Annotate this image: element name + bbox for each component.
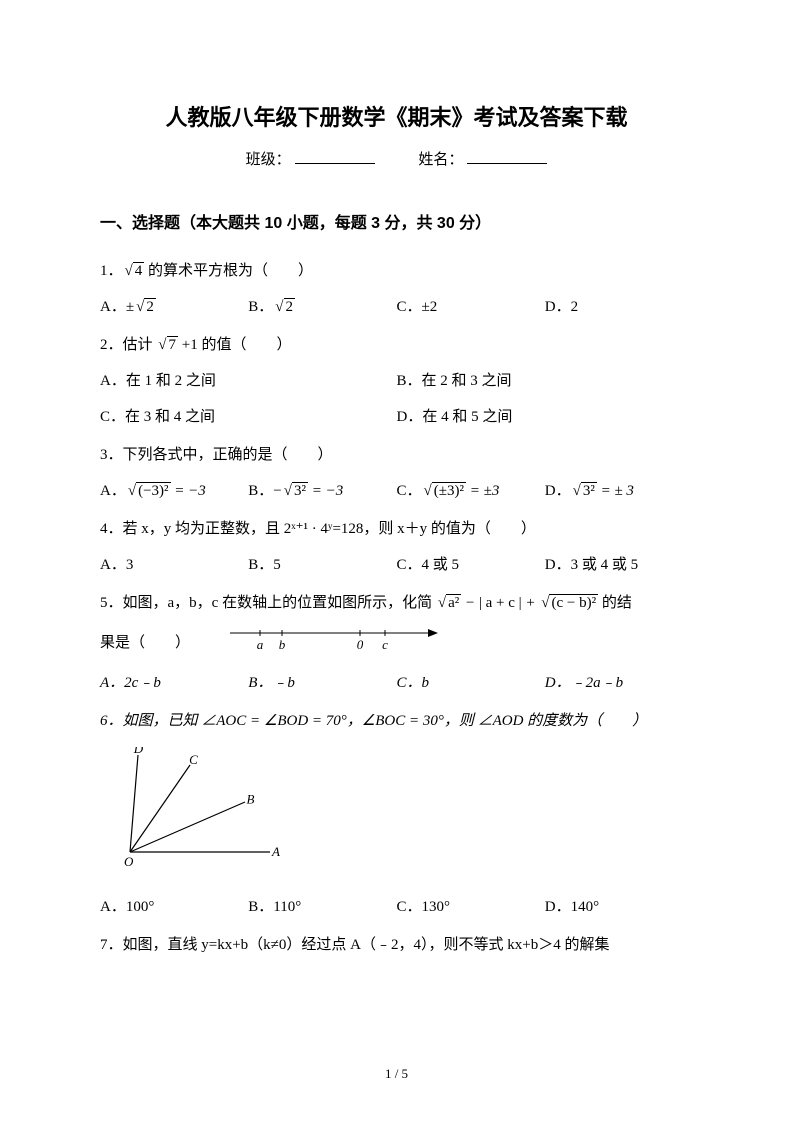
q4-stem: 4．若 x，y 均为正整数，且 2ˣ⁺¹ · 4ʸ=128，则 x＋y 的值为（… — [100, 511, 693, 547]
header-info: 班级： 姓名： — [100, 148, 693, 169]
q1-a-rad: 2 — [144, 298, 156, 315]
class-blank — [295, 163, 375, 164]
q2-sqrt: 7 — [156, 327, 178, 363]
q3-b-pre: B．− — [248, 483, 281, 499]
q1-b-sqrt: 2 — [273, 289, 295, 325]
q3-opt-c: C． (±3)² = ±3 — [397, 473, 545, 509]
q3-a-rad: (−3)² — [136, 482, 170, 499]
q5-numberline: a b 0 c — [220, 621, 440, 665]
q1-stem-pre: 1． — [100, 263, 123, 279]
svg-text:C: C — [189, 752, 198, 767]
q5-rad1-v: a² — [446, 594, 461, 611]
q2-opt-a: A．在 1 和 2 之间 — [100, 363, 397, 399]
question-3: 3．下列各式中，正确的是（ ） A．(−3)² = −3 B．−3² = −3 … — [100, 437, 693, 509]
q5-stem-pre: 5．如图，a，b，c 在数轴上的位置如图所示，化简 — [100, 595, 436, 611]
q5-rad1: a² — [436, 585, 461, 621]
q1-a-sqrt: 2 — [134, 289, 156, 325]
svg-text:a: a — [257, 637, 264, 651]
q2-sqrt-rad: 7 — [167, 336, 179, 353]
svg-text:c: c — [382, 637, 388, 651]
q3-b-sqrt: 3² — [282, 473, 308, 509]
q5-stem-post: 的结 — [598, 595, 632, 611]
question-1: 1． 4 的算术平方根为（ ） A．± 2 B． 2 C．±2 D．2 — [100, 253, 693, 325]
q3-opt-a: A． (−3)² = −3 — [100, 473, 248, 509]
q2-opt-d: D．在 4 和 5 之间 — [397, 399, 694, 435]
svg-text:0: 0 — [357, 637, 364, 651]
q3-d-post: = ± 3 — [597, 483, 634, 499]
q3-b-post: = −3 — [308, 483, 343, 499]
question-5: 5．如图，a，b，c 在数轴上的位置如图所示，化简 a² − | a + c |… — [100, 585, 693, 701]
q6-opt-d: D．140° — [545, 889, 693, 925]
question-7: 7．如图，直线 y=kx+b（k≠0）经过点 A（﹣2，4），则不等式 kx+b… — [100, 927, 693, 963]
q6-figure: A B C D O — [100, 747, 693, 881]
q5-line2: 果是（ ） — [100, 625, 190, 661]
q3-a-post: = −3 — [171, 483, 206, 499]
q2-stem-post: +1 的值（ ） — [178, 337, 291, 353]
q1-b-rad: 2 — [284, 298, 296, 315]
q5-rad2-v: (c − b)² — [549, 594, 598, 611]
q5-opt-b: B．﹣b — [248, 665, 396, 701]
q5-mid1: − — [461, 595, 479, 611]
q5-opt-c: C．b — [397, 665, 545, 701]
q1-stem-post: 的算术平方根为（ ） — [144, 263, 313, 279]
q2-stem-pre: 2．估计 — [100, 337, 156, 353]
q4-opt-b: B．5 — [248, 547, 396, 583]
q3-opt-b: B．− 3² = −3 — [248, 473, 396, 509]
q5-opt-d: D．﹣2a﹣b — [545, 665, 693, 701]
q3-c-rad: (±3)² — [432, 482, 466, 499]
q4-opt-c: C．4 或 5 — [397, 547, 545, 583]
svg-text:b: b — [279, 637, 286, 651]
q2-opt-c: C．在 3 和 4 之间 — [100, 399, 397, 435]
q5-abs: | a + c | — [479, 595, 522, 611]
q3-c-pre: C． — [397, 483, 422, 499]
q3-a-pre: A． — [100, 483, 126, 499]
q5-mid2: + — [522, 595, 540, 611]
q6-opt-b: B．110° — [248, 889, 396, 925]
q1-opt-b: B． 2 — [248, 289, 396, 325]
q4-opt-d: D．3 或 4 或 5 — [545, 547, 693, 583]
q3-c-sqrt: (±3)² — [422, 473, 466, 509]
page-title: 人教版八年级下册数学《期末》考试及答案下载 — [100, 100, 693, 132]
svg-text:B: B — [247, 792, 255, 807]
q4-opt-a: A．3 — [100, 547, 248, 583]
section-1-heading: 一、选择题（本大题共 10 小题，每题 3 分，共 30 分） — [100, 209, 693, 233]
q1-sqrt-rad: 4 — [133, 262, 145, 279]
q1-opt-a: A．± 2 — [100, 289, 248, 325]
q1-a-pre: A．± — [100, 299, 134, 315]
class-label: 班级： — [246, 152, 291, 168]
question-6: 6．如图，已知 ∠AOC = ∠BOD = 70°，∠BOC = 30°，则 ∠… — [100, 703, 693, 925]
q7-stem: 7．如图，直线 y=kx+b（k≠0）经过点 A（﹣2，4），则不等式 kx+b… — [100, 927, 693, 963]
question-4: 4．若 x，y 均为正整数，且 2ˣ⁺¹ · 4ʸ=128，则 x＋y 的值为（… — [100, 511, 693, 583]
name-label: 姓名： — [418, 152, 463, 168]
page-footer: 1 / 5 — [0, 1066, 793, 1082]
q3-d-rad: 3² — [581, 482, 597, 499]
q3-a-sqrt: (−3)² — [126, 473, 171, 509]
q1-b-pre: B． — [248, 299, 273, 315]
name-blank — [467, 163, 547, 164]
q3-d-sqrt: 3² — [571, 473, 597, 509]
q3-c-post: = ±3 — [466, 483, 499, 499]
q3-stem: 3．下列各式中，正确的是（ ） — [100, 437, 693, 473]
q3-b-rad: 3² — [292, 482, 308, 499]
q5-opt-a: A．2c﹣b — [100, 665, 248, 701]
svg-text:D: D — [133, 747, 144, 756]
svg-text:O: O — [124, 854, 134, 867]
q1-sqrt: 4 — [123, 253, 145, 289]
svg-text:A: A — [271, 844, 280, 859]
q6-opt-c: C．130° — [397, 889, 545, 925]
q1-opt-d: D．2 — [545, 289, 693, 325]
q3-d-pre: D． — [545, 483, 571, 499]
question-2: 2．估计 7 +1 的值（ ） A．在 1 和 2 之间 B．在 2 和 3 之… — [100, 327, 693, 435]
q3-opt-d: D． 3² = ± 3 — [545, 473, 693, 509]
q6-stem: 6．如图，已知 ∠AOC = ∠BOD = 70°，∠BOC = 30°，则 ∠… — [100, 703, 693, 739]
q6-opt-a: A．100° — [100, 889, 248, 925]
q2-opt-b: B．在 2 和 3 之间 — [397, 363, 694, 399]
q1-opt-c: C．±2 — [397, 289, 545, 325]
q5-rad2: (c − b)² — [539, 585, 598, 621]
